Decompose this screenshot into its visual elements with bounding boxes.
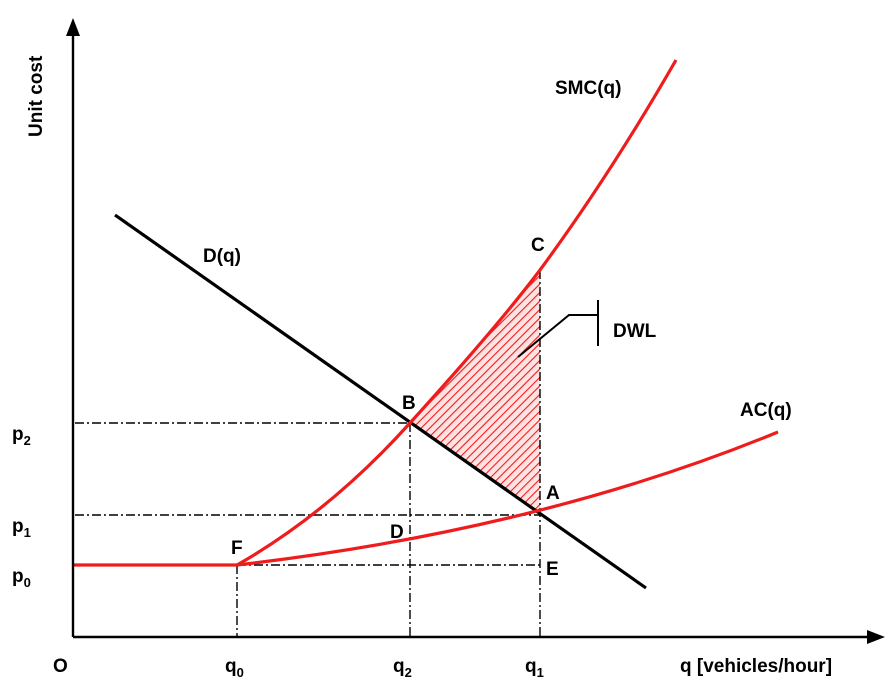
tick-q2: q2 bbox=[393, 656, 412, 680]
point-d-label: D bbox=[390, 522, 404, 543]
point-b-label: B bbox=[402, 393, 416, 414]
dwl-pointer bbox=[517, 314, 597, 358]
point-f-label: F bbox=[231, 538, 243, 559]
smc-label: SMC(q) bbox=[555, 78, 621, 99]
x-axis-label: q [vehicles/hour] bbox=[680, 656, 832, 677]
tick-p1: p1 bbox=[12, 516, 31, 540]
demand-label: D(q) bbox=[203, 246, 241, 267]
smc-curve bbox=[236, 59, 678, 567]
y-axis-label: Unit cost bbox=[26, 55, 47, 137]
demand-curve bbox=[114, 213, 647, 590]
tick-q1: q1 bbox=[525, 656, 544, 680]
dwl-label: DWL bbox=[613, 321, 657, 342]
ac-label: AC(q) bbox=[740, 400, 792, 421]
tick-p0: p0 bbox=[12, 566, 31, 590]
y-axis-arrow bbox=[66, 18, 80, 36]
tick-p2: p2 bbox=[12, 424, 31, 448]
point-a-label: A bbox=[546, 483, 560, 504]
dwl-region bbox=[410, 270, 540, 515]
tick-q0: q0 bbox=[225, 656, 244, 680]
origin-label: O bbox=[53, 656, 68, 677]
ac-curve bbox=[236, 430, 779, 567]
point-c-label: C bbox=[531, 235, 545, 256]
point-e-label: E bbox=[546, 559, 559, 580]
x-axis-arrow bbox=[867, 630, 885, 644]
